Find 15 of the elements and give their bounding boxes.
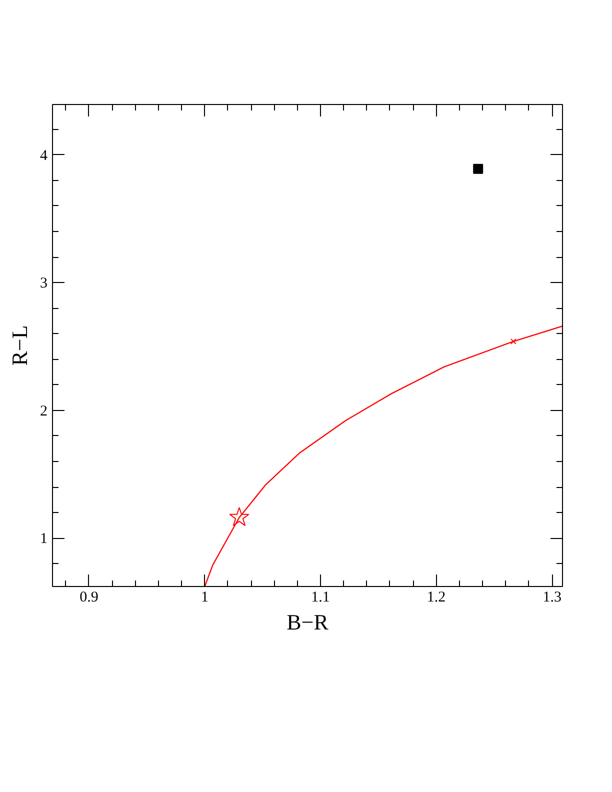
x-tick-label: 1.1 bbox=[311, 590, 330, 606]
x-tick-label: 1 bbox=[200, 590, 208, 606]
point bbox=[473, 164, 484, 174]
line-series bbox=[204, 325, 562, 586]
point bbox=[229, 506, 250, 526]
y-tick-label: 4 bbox=[40, 148, 48, 164]
y-tick-label: 2 bbox=[40, 403, 48, 420]
y-tick-label: 3 bbox=[40, 276, 48, 292]
y-tick-label: 1 bbox=[40, 531, 48, 548]
y-axis-title: R−L bbox=[7, 325, 32, 366]
point bbox=[510, 338, 516, 344]
x-tick-label: 0.9 bbox=[80, 590, 98, 606]
x-tick-label: 1.3 bbox=[542, 590, 562, 606]
x-axis-title: B−R bbox=[286, 610, 329, 634]
x-tick-label: 1.2 bbox=[426, 590, 446, 606]
